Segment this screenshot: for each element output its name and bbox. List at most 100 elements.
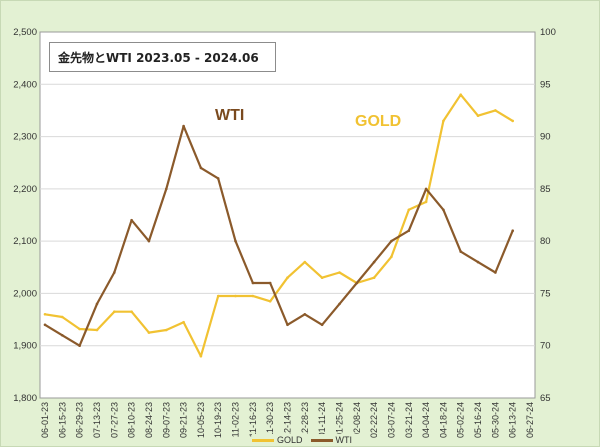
data-point-gold — [424, 200, 428, 204]
data-point-gold — [442, 119, 445, 123]
data-point-gold — [95, 328, 99, 332]
data-point-wti — [216, 177, 220, 180]
x-tick-label: 06-27-24 — [525, 402, 535, 438]
y-right-tick-label: 85 — [540, 184, 551, 195]
x-tick-label: 08-10-23 — [127, 402, 137, 438]
series-line-gold — [43, 93, 514, 358]
chart-title: 金先物とWTI 2023.05 - 2024.06 — [49, 42, 276, 72]
x-tick-label: 02-08-24 — [352, 402, 362, 438]
legend-label-wti: WTI — [335, 435, 353, 445]
data-point-wti — [95, 302, 99, 306]
x-tick-label: 06-15-23 — [57, 402, 67, 438]
x-tick-label: 12-28-23 — [300, 402, 310, 438]
data-point-wti — [43, 323, 47, 327]
data-point-wti — [494, 271, 497, 274]
x-tick-label: 11-02-23 — [231, 402, 241, 437]
x-tick-label: 10-05-23 — [196, 402, 206, 438]
data-point-gold — [338, 271, 341, 274]
data-point-wti — [199, 166, 203, 170]
plot-area — [39, 31, 536, 399]
wti-annotation: WTI — [211, 106, 249, 126]
left-axis-ticks: 1,800 1,900 2,000 2,100 2,200 2,300 2,400 2,500 — [13, 27, 37, 404]
data-point-wti — [61, 334, 64, 337]
x-tick-label: 11-16-23 — [248, 402, 258, 437]
data-point-wti — [372, 260, 376, 264]
data-point-gold — [130, 310, 133, 314]
gridlines — [40, 83, 535, 347]
x-tick-label: 05-02-24 — [456, 402, 466, 438]
data-point-gold — [113, 310, 116, 314]
data-point-wti — [165, 187, 168, 191]
data-point-wti — [182, 124, 185, 128]
data-point-wti — [355, 281, 359, 285]
data-point-gold — [43, 313, 47, 316]
x-tick-label: 01-11-24 — [317, 402, 327, 437]
legend-label-gold: GOLD — [277, 435, 303, 445]
data-point-gold — [216, 294, 220, 298]
legend-swatch-gold — [252, 438, 274, 442]
data-point-wti — [442, 208, 445, 212]
y-left-tick-label: 2,500 — [13, 27, 37, 38]
y-left-tick-label: 2,000 — [13, 288, 37, 299]
x-tick-label: 04-18-24 — [438, 402, 448, 438]
y-right-tick-label: 75 — [540, 288, 551, 299]
legend-item-wti: WTI — [310, 435, 353, 445]
data-point-gold — [286, 276, 289, 280]
x-axis-ticks: 06-01-23 06-15-23 06-29-23 07-13-23 07-27-23… — [40, 402, 535, 438]
x-tick-label: 01-25-24 — [334, 402, 344, 438]
right-axis-ticks: 65 70 75 80 85 90 95 100 — [540, 27, 556, 404]
x-tick-label: 06-29-23 — [75, 402, 85, 438]
x-tick-label: 07-13-23 — [92, 402, 102, 438]
data-point-wti — [130, 218, 133, 222]
data-point-gold — [459, 93, 463, 96]
data-point-gold — [407, 208, 411, 212]
data-point-gold — [390, 255, 393, 259]
chart-legend: GOLD WTI — [252, 434, 361, 446]
data-point-gold — [268, 300, 272, 303]
data-point-gold — [234, 294, 237, 298]
data-point-gold — [165, 328, 168, 332]
legend-item-gold: GOLD — [252, 435, 303, 445]
x-tick-label: 06-01-23 — [40, 402, 50, 438]
data-point-gold — [476, 114, 480, 117]
data-point-wti — [268, 281, 272, 285]
data-point-wti — [286, 323, 289, 327]
y-right-tick-label: 100 — [540, 27, 556, 38]
data-point-gold — [303, 260, 307, 264]
x-tick-label: 09-21-23 — [179, 402, 189, 438]
x-tick-label: 02-22-24 — [369, 402, 379, 438]
y-left-tick-label: 1,800 — [13, 393, 37, 404]
data-point-wti — [147, 239, 151, 243]
x-tick-label: 10-19-23 — [213, 402, 223, 438]
data-point-wti — [320, 323, 324, 327]
y-left-tick-label: 2,200 — [13, 184, 37, 195]
data-point-wti — [424, 187, 428, 191]
x-tick-label: 03-07-24 — [386, 402, 396, 438]
series-line-wti — [43, 124, 514, 347]
data-point-gold — [78, 327, 81, 331]
y-left-tick-label: 2,100 — [13, 236, 37, 247]
gold-annotation: GOLD — [351, 112, 406, 132]
data-point-wti — [78, 344, 81, 348]
x-tick-label: 04-04-24 — [421, 402, 431, 438]
x-tick-label: 12-14-23 — [283, 402, 293, 438]
data-point-gold — [147, 331, 151, 334]
x-tick-label: 05-16-24 — [473, 402, 483, 438]
x-tick-label: 08-24-23 — [144, 402, 154, 438]
x-tick-label: 05-30-24 — [490, 402, 500, 438]
y-right-tick-label: 80 — [540, 236, 551, 247]
data-point-gold — [199, 354, 203, 358]
x-tick-label: 03-21-24 — [404, 402, 414, 438]
x-tick-label: 07-27-23 — [109, 402, 119, 438]
x-tick-label: 06-13-24 — [508, 402, 518, 438]
data-point-wti — [251, 281, 255, 285]
y-right-tick-label: 65 — [540, 393, 551, 404]
legend-swatch-wti — [310, 438, 333, 442]
data-point-wti — [390, 239, 393, 243]
y-right-tick-label: 70 — [540, 341, 551, 352]
x-tick-label: 11-30-23 — [265, 402, 275, 437]
data-point-wti — [303, 313, 307, 316]
data-point-wti — [459, 250, 463, 253]
data-point-gold — [320, 276, 324, 280]
